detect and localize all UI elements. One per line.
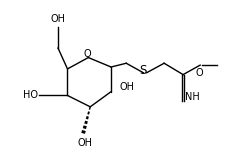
Text: OH: OH: [51, 14, 66, 24]
Text: OH: OH: [120, 82, 135, 92]
Text: NH: NH: [185, 92, 200, 102]
Text: HO: HO: [23, 90, 38, 101]
Text: O: O: [195, 68, 203, 78]
Text: S: S: [140, 64, 147, 77]
Text: O: O: [84, 49, 91, 59]
Text: OH: OH: [77, 138, 92, 148]
